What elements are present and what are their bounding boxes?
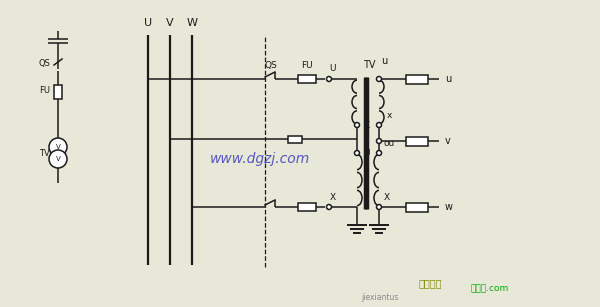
Text: 电工之家: 电工之家 — [418, 278, 442, 288]
Circle shape — [355, 122, 359, 127]
Circle shape — [326, 76, 331, 81]
Bar — [298, 75, 316, 83]
Bar — [406, 137, 428, 146]
Text: U: U — [330, 64, 336, 72]
Text: U: U — [364, 149, 370, 157]
Bar — [54, 85, 62, 99]
Text: FU: FU — [301, 60, 313, 69]
Circle shape — [377, 76, 382, 81]
Bar — [406, 75, 428, 84]
Text: X: X — [384, 192, 390, 201]
Text: u: u — [445, 74, 451, 84]
Text: QS: QS — [38, 59, 50, 68]
Text: X: X — [364, 121, 370, 130]
Text: X: X — [330, 192, 336, 201]
Text: QS: QS — [265, 60, 277, 69]
Circle shape — [377, 150, 382, 156]
Text: 接线图.com: 接线图.com — [471, 285, 509, 293]
Text: www.dgzj.com: www.dgzj.com — [210, 152, 310, 166]
Text: v: v — [445, 136, 451, 146]
Bar — [298, 203, 316, 211]
Text: FU: FU — [39, 86, 50, 95]
Text: TV: TV — [39, 149, 50, 157]
Circle shape — [377, 204, 382, 209]
Text: u: u — [381, 56, 387, 66]
Text: W: W — [187, 18, 197, 28]
Text: V: V — [56, 144, 61, 150]
Text: U: U — [144, 18, 152, 28]
Circle shape — [49, 150, 67, 168]
Text: V: V — [166, 18, 174, 28]
Circle shape — [377, 122, 382, 127]
Circle shape — [377, 138, 382, 143]
Text: jiexiantus: jiexiantus — [361, 293, 398, 301]
Text: TV: TV — [363, 60, 375, 70]
Circle shape — [49, 138, 67, 156]
Bar — [406, 203, 428, 212]
Text: ou: ou — [383, 138, 395, 147]
Text: x: x — [386, 111, 392, 119]
Circle shape — [355, 150, 359, 156]
Circle shape — [326, 204, 331, 209]
Text: V: V — [56, 156, 61, 162]
Bar — [288, 135, 302, 142]
Text: w: w — [445, 202, 453, 212]
